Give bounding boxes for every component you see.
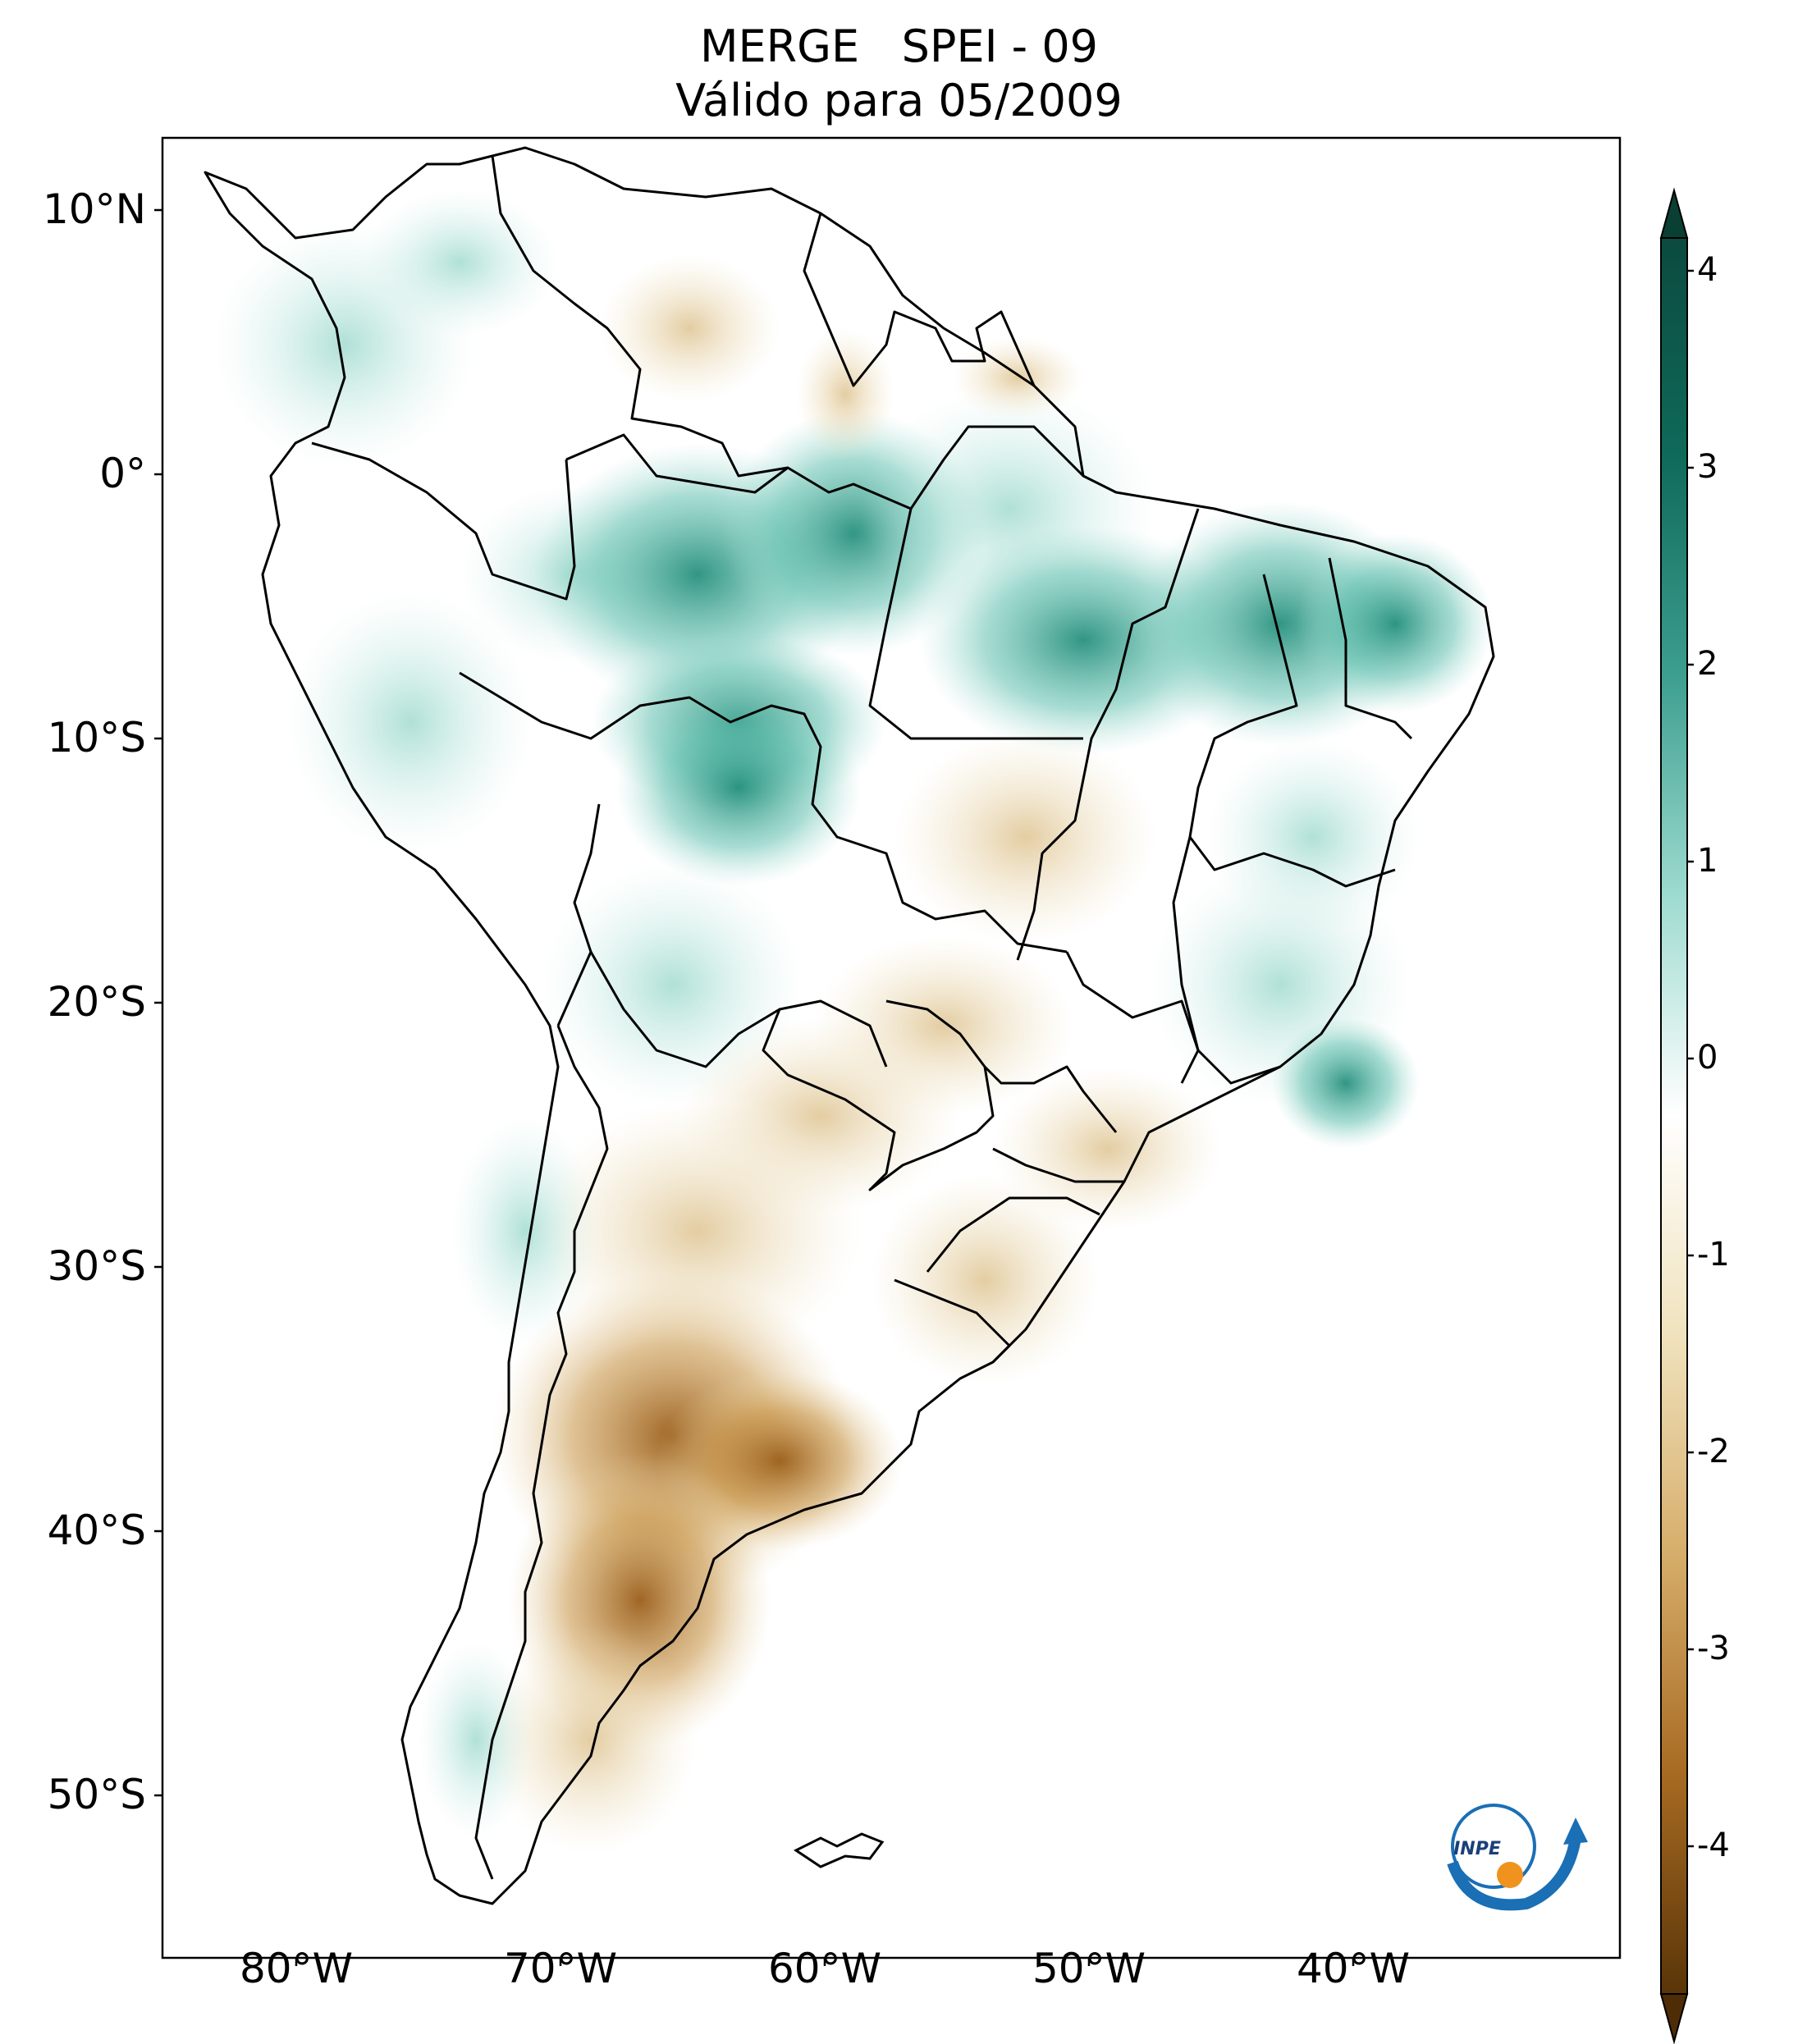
border-brazil-states-7 bbox=[983, 1065, 1118, 1133]
border-colombia-venezuela bbox=[491, 155, 789, 478]
logo-arrow-icon bbox=[1563, 1818, 1588, 1845]
colorbar-label: -2 bbox=[1697, 1433, 1730, 1470]
axis-ticks bbox=[154, 208, 1355, 1966]
border-brazil-states-3 bbox=[1188, 574, 1298, 838]
border-peru-brazil bbox=[459, 671, 1068, 953]
colorbar-label: 3 bbox=[1697, 448, 1718, 486]
lon-label-70w: 70°W bbox=[503, 1945, 618, 1992]
lat-label-50s: 50°S bbox=[47, 1771, 146, 1818]
logo-text: INPE bbox=[1453, 1839, 1501, 1859]
border-argentina-chile bbox=[474, 1025, 609, 1880]
lat-label-40s: 40°S bbox=[47, 1507, 146, 1554]
colorbar-label: 1 bbox=[1697, 842, 1718, 880]
lon-label-50w: 50°W bbox=[1032, 1945, 1146, 1992]
border-brazil-states-4 bbox=[1328, 557, 1413, 740]
border-bolivia-south bbox=[589, 951, 888, 1068]
border-brazil-states-5 bbox=[1188, 836, 1396, 888]
border-brazil-states-10 bbox=[1172, 836, 1281, 1085]
colorbar-ticks bbox=[1687, 269, 1694, 1848]
lat-label-20s: 20°S bbox=[47, 978, 146, 1026]
border-paraguay bbox=[762, 999, 995, 1191]
border-peru-bolivia bbox=[556, 803, 601, 1027]
colorbar bbox=[1659, 187, 1694, 2044]
lat-label-10s: 10°S bbox=[47, 714, 146, 761]
lat-label-0: 0° bbox=[99, 450, 146, 497]
colorbar-max-arrow bbox=[1659, 187, 1689, 239]
lon-label-40w: 40°W bbox=[1296, 1945, 1411, 1992]
lon-label-60w: 60°W bbox=[767, 1945, 882, 1992]
logo-swoosh-icon bbox=[1447, 1836, 1581, 1911]
lat-label-30s: 30°S bbox=[47, 1242, 146, 1290]
border-brazil-states-2 bbox=[1016, 508, 1200, 961]
figure-subtitle: Válido para 05/2009 bbox=[675, 75, 1123, 126]
logo-sun-icon bbox=[1497, 1862, 1523, 1888]
borders bbox=[204, 146, 1495, 1905]
coastline bbox=[204, 146, 1495, 1905]
border-brazil-states-9 bbox=[926, 1196, 1100, 1273]
colorbar-label: -1 bbox=[1697, 1236, 1730, 1273]
colorbar-min-arrow bbox=[1659, 1993, 1689, 2044]
border-brazil-north bbox=[565, 425, 1085, 510]
colorbar-label: 2 bbox=[1697, 645, 1718, 683]
lon-label-80w: 80°W bbox=[239, 1945, 354, 1992]
border-colombia-peru-ecuador bbox=[311, 441, 576, 601]
colorbar-bar bbox=[1660, 237, 1688, 1995]
map-content bbox=[204, 146, 1495, 1905]
spei-field bbox=[213, 189, 1494, 1854]
colorbar-label: 4 bbox=[1697, 251, 1718, 289]
border-brazil-states-8 bbox=[992, 1147, 1124, 1183]
border-brazil-states-6 bbox=[1065, 951, 1200, 1084]
border-uruguay bbox=[894, 1278, 1011, 1364]
border-guianas bbox=[803, 213, 1036, 387]
inpe-logo: INPE bbox=[1447, 1804, 1588, 1911]
figure-title: MERGE SPEI - 09 bbox=[699, 21, 1099, 72]
lat-label-10n: 10°N bbox=[42, 185, 146, 233]
border-brazil-states-1 bbox=[868, 508, 1083, 740]
colorbar-label: -4 bbox=[1697, 1827, 1730, 1864]
colorbar-label: -3 bbox=[1697, 1630, 1730, 1667]
logo-ring-icon bbox=[1451, 1804, 1536, 1889]
colorbar-label: 0 bbox=[1697, 1039, 1718, 1077]
falkland-islands bbox=[794, 1832, 885, 1868]
